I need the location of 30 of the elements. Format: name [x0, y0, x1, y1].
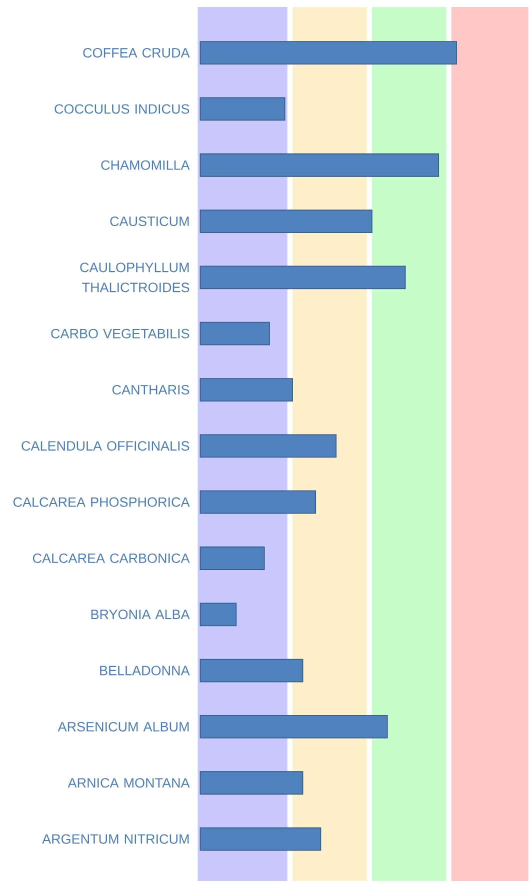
bar [200, 97, 286, 121]
bar [200, 602, 237, 626]
y-tick-label: CALCAREA CARBONICA [32, 553, 190, 564]
bar [200, 827, 322, 851]
bar [200, 771, 304, 795]
y-tick-label: CALCAREA PHOSPHORICA [13, 497, 190, 507]
y-tick-label: COCCULUS INDICUS [54, 104, 190, 114]
y-tick-label: BRYONIA ALBA [91, 610, 190, 620]
bar [200, 378, 293, 402]
y-tick-label: ARSENICUM ALBUM [58, 722, 189, 732]
bar [200, 153, 440, 177]
y-tick-label: CARBO VEGETABILIS [51, 328, 190, 338]
y-tick-label: CALENDULA OFFICINALIS [22, 441, 190, 451]
y-tick-label: CAULOPHYLLUM THALICTROIDES [80, 262, 190, 292]
bar [200, 546, 265, 570]
y-tick-label: BELLADONNA [100, 666, 190, 676]
y-tick-label: CANTHARIS [112, 384, 190, 395]
bar [200, 490, 316, 514]
bar [200, 658, 304, 682]
bar [200, 266, 406, 290]
bar [200, 41, 457, 65]
y-tick-label: ARNICA MONTANA [68, 778, 190, 788]
bar [200, 434, 337, 458]
y-tick-label: ARGENTUM NITRICUM [42, 834, 189, 844]
y-tick-label: CHAMOMILLA [101, 160, 190, 170]
bar [200, 715, 388, 738]
y-tick-label: CAUSTICUM [110, 216, 189, 226]
bar [200, 322, 270, 346]
y-tick-label: COFFEA CRUDA [83, 48, 190, 58]
bar [200, 210, 372, 233]
